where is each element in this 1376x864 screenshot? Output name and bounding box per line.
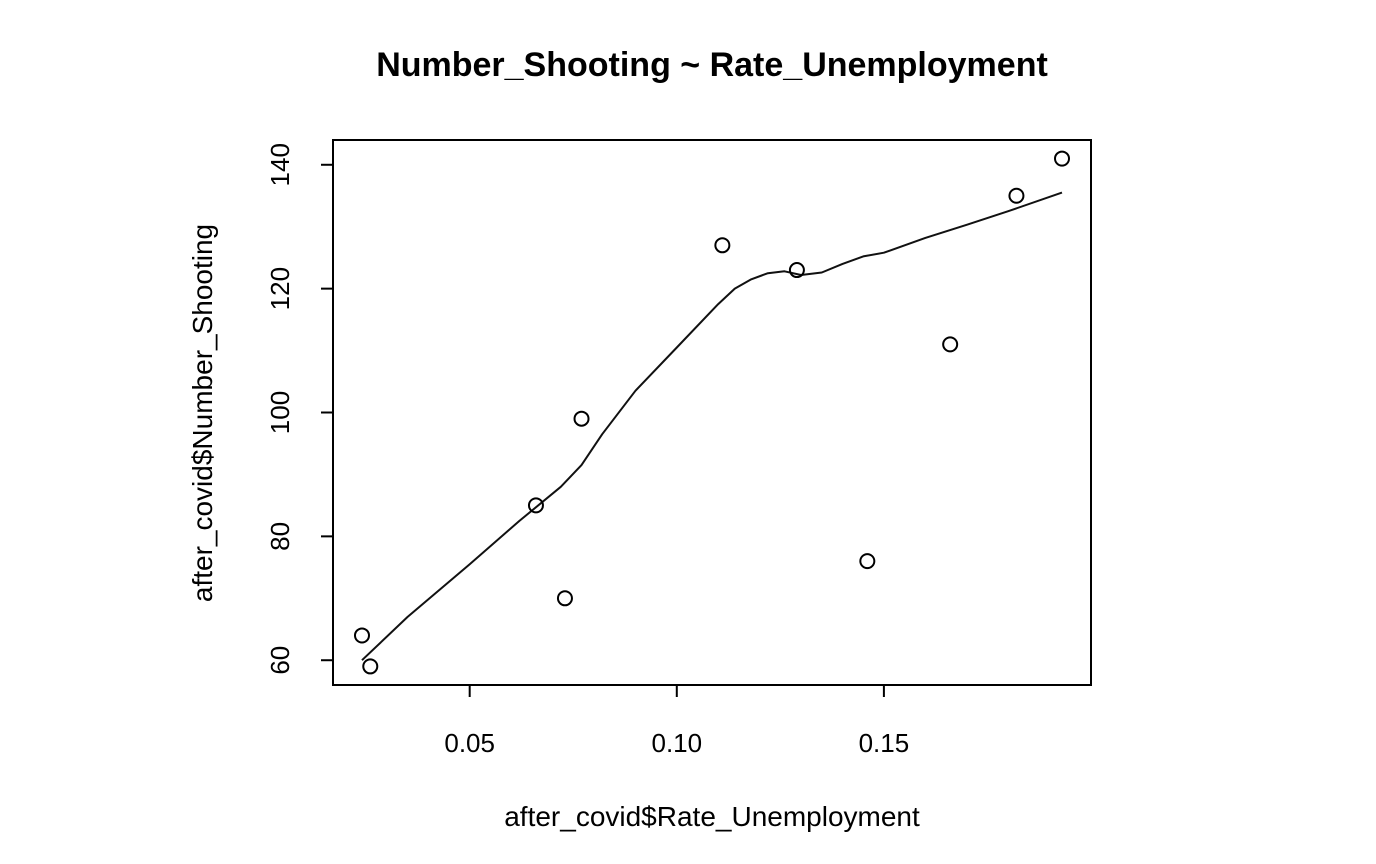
data-point	[353, 627, 370, 644]
x-tick-label: 0.05	[444, 728, 495, 758]
y-tick-label: 100	[265, 391, 295, 434]
data-point	[527, 497, 544, 514]
data-point	[1054, 150, 1071, 167]
x-tick-label: 0.15	[859, 728, 910, 758]
data-point	[942, 336, 959, 353]
y-tick-label: 80	[265, 522, 295, 551]
data-point	[714, 237, 731, 254]
x-axis-label: after_covid$Rate_Unemployment	[504, 801, 920, 832]
data-point	[788, 262, 805, 279]
y-tick-label: 140	[265, 143, 295, 186]
chart-title: Number_Shooting ~ Rate_Unemployment	[376, 46, 1048, 84]
y-axis-label: after_covid$Number_Shooting	[187, 224, 218, 602]
data-point	[362, 658, 379, 675]
x-axis: 0.05 0.10 0.15	[444, 684, 910, 758]
x-tick-label: 0.10	[651, 728, 702, 758]
data-point	[1008, 187, 1025, 204]
data-point	[556, 590, 573, 607]
y-axis: 60 80 100 120 140	[265, 143, 334, 675]
y-tick-label: 60	[265, 646, 295, 675]
data-point	[573, 410, 590, 427]
y-tick-label: 120	[265, 267, 295, 310]
smooth-line	[361, 191, 1063, 661]
data-series	[353, 150, 1071, 675]
data-point	[859, 553, 876, 570]
